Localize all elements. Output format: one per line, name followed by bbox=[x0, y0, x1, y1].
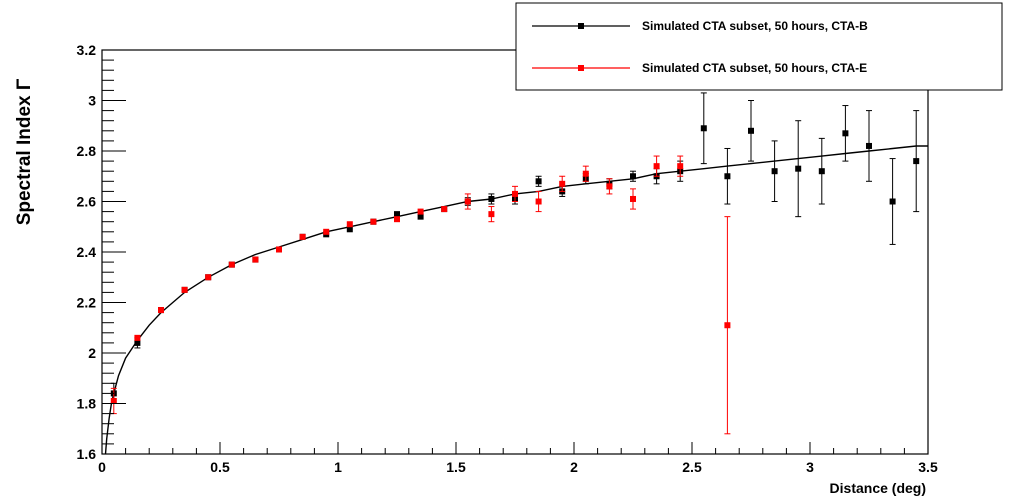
data-point bbox=[795, 165, 802, 172]
y-axis-title: Spectral Index Γ bbox=[14, 78, 35, 225]
legend-label: Simulated CTA subset, 50 hours, CTA-E bbox=[642, 61, 867, 75]
y-tick-label: 2.4 bbox=[77, 244, 97, 260]
data-point bbox=[299, 233, 306, 240]
data-point bbox=[630, 195, 636, 202]
data-point bbox=[394, 211, 400, 218]
y-tick-label: 2.8 bbox=[77, 143, 97, 159]
data-point bbox=[158, 307, 164, 314]
data-point bbox=[228, 261, 235, 268]
data-point bbox=[417, 208, 424, 215]
data-point bbox=[110, 397, 117, 404]
data-point bbox=[535, 198, 542, 205]
x-tick-label: 0 bbox=[98, 459, 106, 475]
data-point bbox=[205, 274, 212, 281]
data-point bbox=[394, 216, 400, 223]
data-point bbox=[559, 180, 566, 187]
data-point bbox=[889, 198, 896, 205]
x-tick-label: 3 bbox=[806, 459, 814, 475]
data-point bbox=[276, 246, 282, 253]
legend-label: Simulated CTA subset, 50 hours, CTA-B bbox=[642, 19, 868, 33]
x-tick-label: 1 bbox=[334, 459, 342, 475]
y-tick-label: 1.8 bbox=[77, 396, 97, 412]
data-point bbox=[866, 142, 872, 149]
data-point bbox=[323, 228, 330, 235]
data-point bbox=[181, 286, 188, 293]
axes-layer: 0 0.5 1 1.5 2 2.5 3 3.5 1.6 1.8 2 2.2 2.4 2.6 2.8 3 3.2 bbox=[77, 42, 938, 475]
data-point bbox=[606, 183, 613, 190]
data-point bbox=[818, 168, 825, 175]
data-point bbox=[748, 127, 754, 134]
x-axis-title: Distance (deg) bbox=[830, 480, 926, 496]
data-point bbox=[252, 256, 259, 263]
data-point bbox=[535, 178, 542, 185]
legend-marker bbox=[578, 23, 584, 29]
data-point bbox=[488, 195, 495, 202]
x-tick-label: 2.5 bbox=[682, 459, 702, 475]
data-point bbox=[134, 334, 141, 341]
y-tick-label: 2.6 bbox=[77, 194, 97, 210]
x-tick-label: 0.5 bbox=[210, 459, 230, 475]
y-tick-label: 2 bbox=[88, 345, 96, 361]
data-point bbox=[346, 221, 353, 228]
data-point bbox=[417, 213, 424, 220]
data-point bbox=[724, 322, 731, 329]
data-point bbox=[512, 190, 518, 197]
series-layer bbox=[110, 92, 920, 435]
data-point bbox=[630, 173, 636, 180]
data-point bbox=[771, 168, 778, 175]
data-point bbox=[346, 226, 353, 233]
legend: Simulated CTA subset, 50 hours, CTA-B Sim… bbox=[515, 2, 1003, 91]
series-cta-e bbox=[110, 155, 731, 435]
x-tick-label: 2 bbox=[570, 459, 578, 475]
data-point bbox=[441, 206, 448, 213]
data-point bbox=[582, 170, 589, 177]
data-point bbox=[653, 163, 660, 170]
legend-marker bbox=[578, 65, 584, 71]
data-point bbox=[464, 198, 471, 205]
data-point bbox=[370, 218, 377, 225]
x-tick-label: 1.5 bbox=[446, 459, 466, 475]
data-point bbox=[134, 339, 141, 346]
y-tick-label: 2.2 bbox=[77, 295, 97, 311]
data-point bbox=[913, 158, 920, 165]
y-tick-label: 3.2 bbox=[77, 42, 97, 58]
y-tick-label: 3 bbox=[88, 93, 96, 109]
x-tick-label: 3.5 bbox=[918, 459, 938, 475]
data-point bbox=[488, 211, 495, 218]
data-point bbox=[842, 130, 849, 137]
data-point bbox=[700, 125, 707, 132]
legend-box bbox=[515, 2, 1003, 91]
data-point bbox=[677, 163, 684, 170]
y-tick-label: 1.6 bbox=[77, 446, 97, 462]
data-point bbox=[724, 173, 731, 180]
